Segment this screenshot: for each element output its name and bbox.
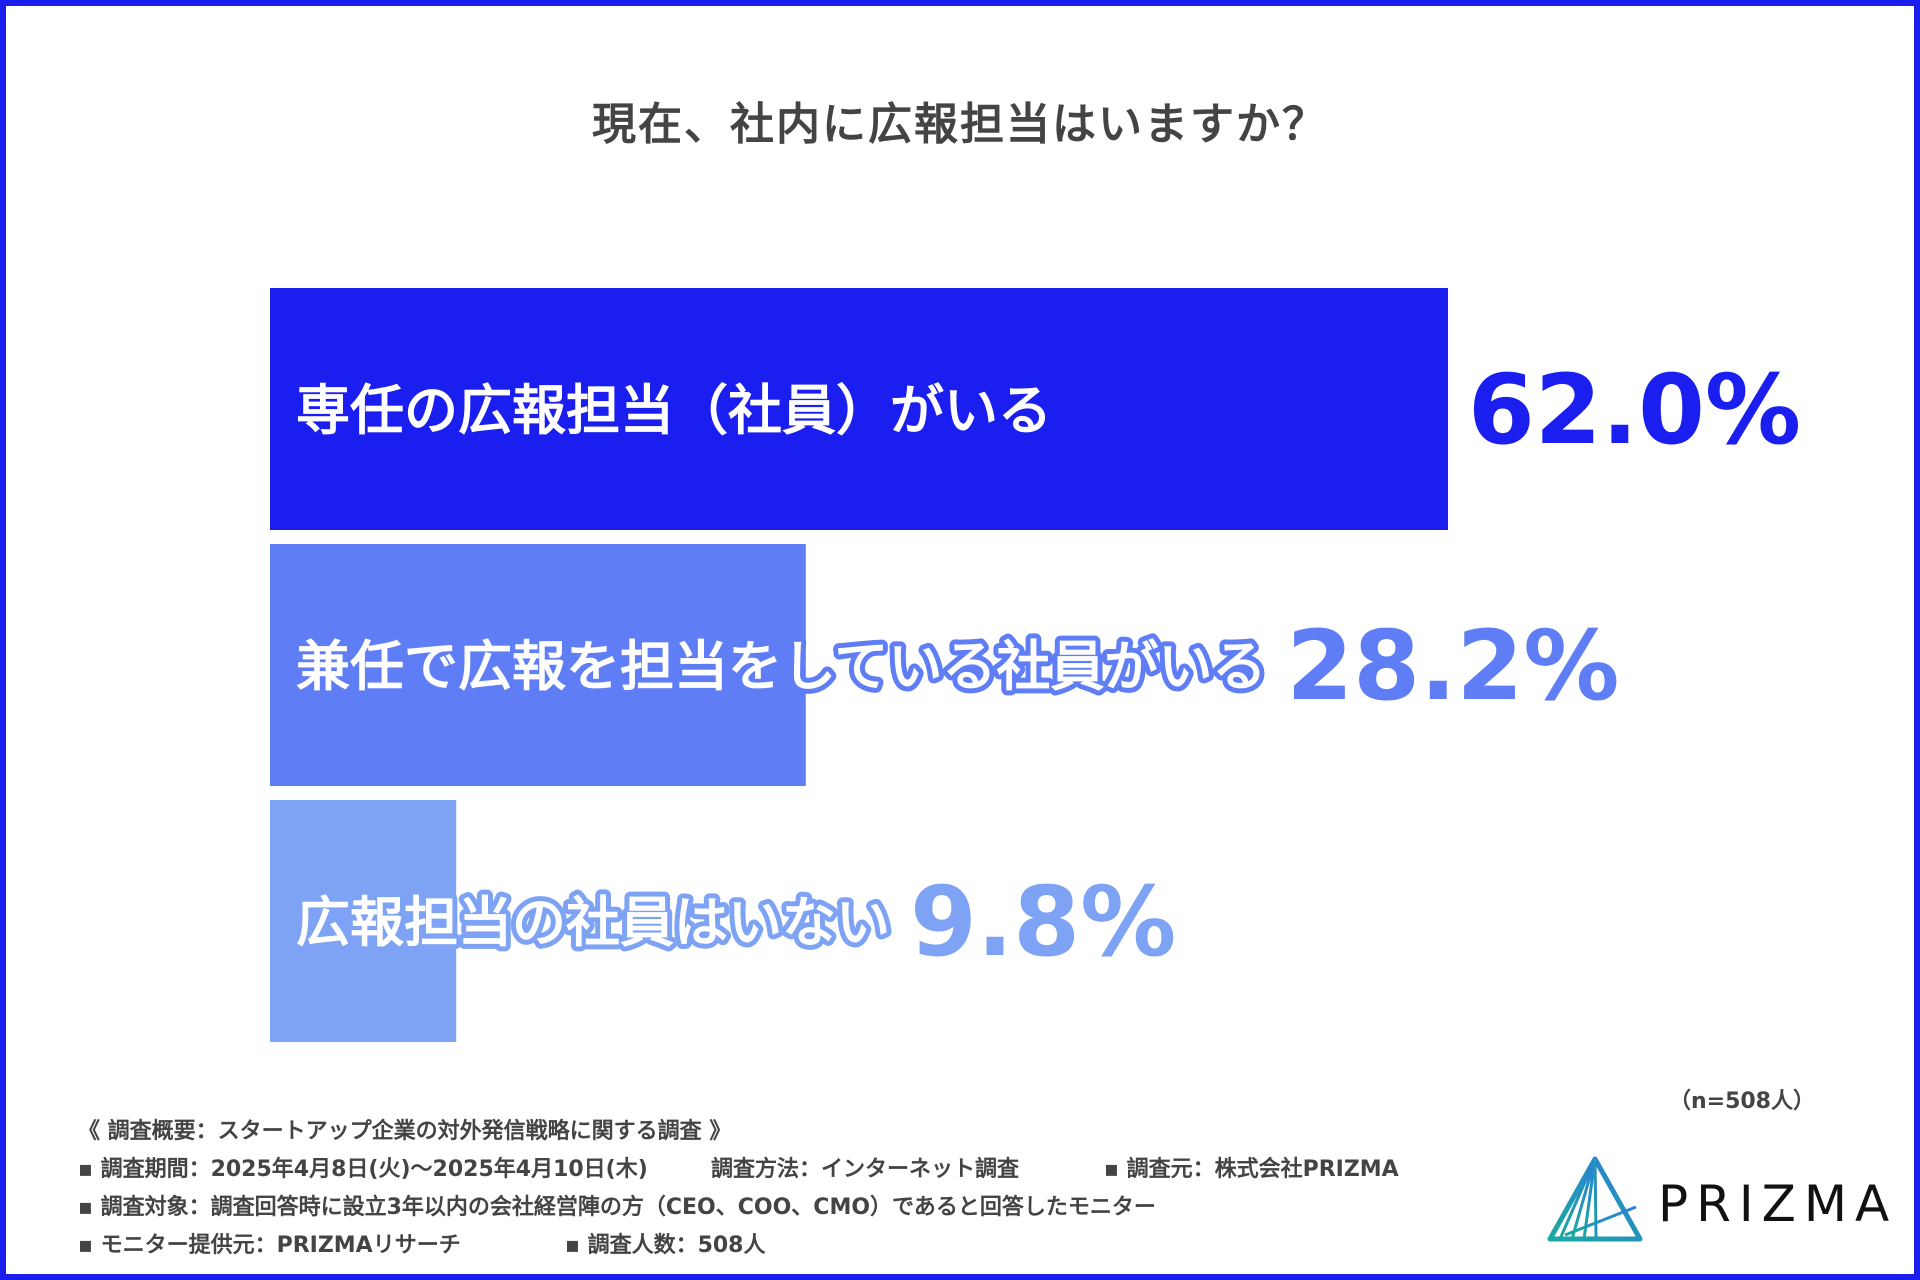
value-label-0: 62.0% <box>1468 354 1801 466</box>
footnote-respondents: ▪ 調査人数：508人 <box>565 1233 766 1258</box>
footnote-period: ▪ 調査期間：2025年4月8日(火)〜2025年4月10日(木) <box>78 1157 648 1182</box>
bar-chart: 専任の広報担当（社員）がいる 62.0% 兼任で広報を担当をしている社員がいる 28.… <box>270 288 1801 1042</box>
value-label-1: 28.2% <box>1286 610 1619 722</box>
bar-label-0: 専任の広報担当（社員）がいる <box>296 379 1052 442</box>
bar-label-2: 広報担当の社員はいない <box>296 891 890 954</box>
prizma-logo: PRIZMA <box>1540 1155 1910 1245</box>
bar-label-1: 兼任で広報を担当をしている社員がいる <box>296 635 1266 698</box>
footnote-source: ▪ 調査元：株式会社PRIZMA <box>1104 1157 1399 1182</box>
bar-0 <box>270 288 1448 530</box>
prizma-logo-text: PRIZMA <box>1658 1175 1898 1233</box>
footnote-heading: 《 調査概要：スタートアップ企業の対外発信戦略に関する調査 》 <box>78 1119 732 1144</box>
footnote-provider: ▪ モニター提供元：PRIZMAリサーチ <box>78 1233 461 1258</box>
footnote-target: ▪ 調査対象：調査回答時に設立3年以内の会社経営陣の方（CEO、COO、CMO）… <box>78 1195 1156 1220</box>
prizma-logo-icon <box>1547 1156 1643 1242</box>
value-label-2: 9.8% <box>910 866 1176 978</box>
footnote-method: 調査方法：インターネット調査 <box>711 1157 1020 1182</box>
bar-2 <box>270 800 457 1042</box>
sample-size: （n=508人） <box>1668 1089 1815 1114</box>
survey-footnotes: 《 調査概要：スタートアップ企業の対外発信戦略に関する調査 》 ▪ 調査期間：2… <box>78 1113 1399 1265</box>
bar-1 <box>270 544 806 786</box>
chart-title: 現在、社内に広報担当はいますか？ <box>592 99 1328 150</box>
